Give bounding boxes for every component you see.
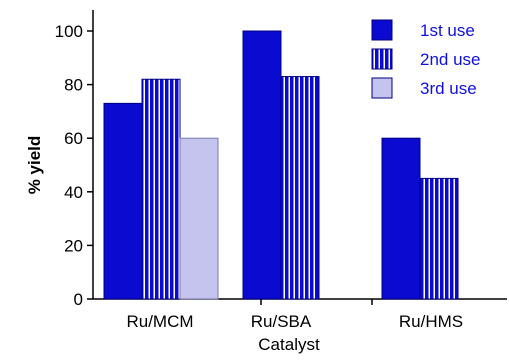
bar-2: [141, 78, 181, 300]
y-tick-label: 100: [55, 22, 83, 41]
legend-label: 1st use: [420, 21, 475, 40]
y-tick-label: 0: [74, 290, 83, 309]
legend-swatch: [371, 19, 393, 41]
x-tick-label: Ru/SBA: [251, 312, 312, 331]
bar-1: [103, 102, 143, 300]
legend: 1st use 2nd use 3rd use: [371, 19, 481, 99]
legend-swatch: [371, 48, 393, 70]
bar-2: [419, 177, 459, 300]
x-tick-label: Ru/MCM: [126, 312, 193, 331]
bars: [103, 30, 459, 300]
y-tick-label: 60: [64, 129, 83, 148]
y-axis-title: % yield: [25, 136, 44, 195]
x-tick-label: Ru/HMS: [399, 312, 463, 331]
y-tick-label: 20: [64, 236, 83, 255]
x-axis-title: Catalyst: [258, 335, 320, 354]
legend-label: 2nd use: [420, 50, 481, 69]
y-tick-label: 80: [64, 76, 83, 95]
bar-3: [179, 137, 219, 300]
legend-swatch: [371, 77, 393, 99]
bar-1: [242, 30, 282, 300]
y-tick-label: 40: [64, 183, 83, 202]
bar-2: [280, 76, 320, 300]
bar-1: [381, 137, 421, 300]
legend-label: 3rd use: [420, 79, 477, 98]
tick-labels: 0 20 40 60 80 100 Ru/MCM Ru/SBA Ru/HMS: [55, 22, 463, 331]
